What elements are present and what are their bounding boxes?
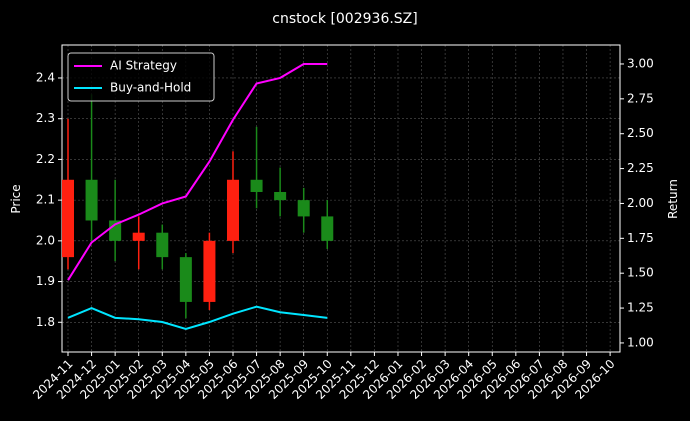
legend-box: [67, 52, 215, 102]
line-series: [67, 62, 328, 281]
candle-body: [321, 216, 334, 241]
chart-title: cnstock [002936.SZ]: [272, 11, 417, 27]
candle-body: [156, 232, 169, 258]
candle-body: [250, 179, 263, 192]
y-axis-label: Price: [9, 184, 23, 213]
y-tick-label: 2.3: [36, 111, 55, 125]
candle-body: [85, 179, 98, 221]
candle-body: [297, 200, 310, 217]
candle-body: [62, 179, 74, 258]
y2-tick-label: 2.50: [627, 126, 654, 140]
y2-tick-label: 1.75: [627, 231, 654, 245]
y-tick-label: 2.4: [36, 70, 55, 84]
candle-body: [132, 232, 145, 241]
y2-axis-label: Return: [666, 179, 680, 219]
candle-body: [203, 240, 216, 302]
candle-body: [274, 191, 287, 201]
legend-label: AI Strategy: [110, 59, 177, 73]
candle-body: [179, 257, 192, 302]
y-tick-label: 2.1: [36, 193, 55, 207]
y2-tick-label: 1.00: [627, 335, 654, 349]
y-tick-label: 2.0: [36, 233, 55, 247]
y-tick-label: 1.9: [36, 274, 55, 288]
y2-tick-label: 1.25: [627, 301, 654, 315]
y2-tick-label: 2.25: [627, 161, 654, 175]
y2-tick-label: 2.75: [627, 91, 654, 105]
y2-tick-label: 1.50: [627, 266, 654, 280]
y2-tick-label: 2.00: [627, 196, 654, 210]
y2-tick-label: 3.00: [627, 56, 654, 70]
line-series: [67, 305, 328, 331]
y-tick-label: 2.2: [36, 152, 55, 166]
candle-body: [226, 179, 239, 241]
y-tick-label: 1.8: [36, 315, 55, 329]
legend-label: Buy-and-Hold: [110, 81, 191, 95]
